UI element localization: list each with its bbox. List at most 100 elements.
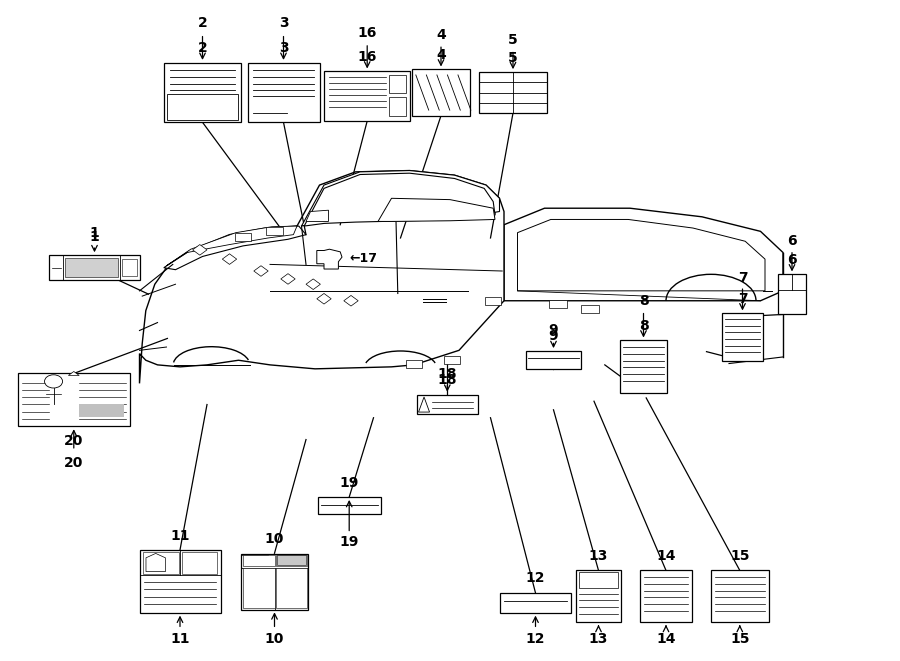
- Text: 12: 12: [526, 632, 545, 646]
- Polygon shape: [140, 171, 504, 383]
- Text: 19: 19: [339, 535, 359, 549]
- Text: 13: 13: [589, 549, 608, 563]
- Bar: [722, 313, 763, 361]
- Polygon shape: [344, 295, 358, 306]
- Polygon shape: [146, 553, 166, 572]
- Bar: [248, 63, 320, 122]
- Bar: [167, 94, 238, 120]
- Text: 9: 9: [549, 323, 558, 338]
- Bar: [235, 233, 251, 241]
- Text: 12: 12: [526, 571, 545, 586]
- Text: 15: 15: [730, 632, 750, 646]
- Polygon shape: [166, 226, 297, 266]
- Text: 2: 2: [198, 16, 207, 30]
- Polygon shape: [254, 266, 268, 276]
- Bar: [580, 305, 598, 313]
- Polygon shape: [302, 171, 500, 226]
- Bar: [485, 297, 501, 305]
- Bar: [444, 356, 460, 364]
- Polygon shape: [68, 371, 79, 375]
- Polygon shape: [306, 210, 328, 221]
- Circle shape: [45, 375, 63, 388]
- Text: 16: 16: [357, 50, 377, 63]
- Bar: [243, 568, 274, 608]
- Text: 5: 5: [508, 32, 518, 47]
- Bar: [50, 255, 140, 280]
- Text: 4: 4: [436, 28, 446, 42]
- Text: 7: 7: [738, 292, 747, 306]
- Text: 1: 1: [90, 225, 99, 240]
- Text: 19: 19: [339, 476, 359, 490]
- Polygon shape: [504, 208, 783, 301]
- Text: 15: 15: [730, 549, 750, 563]
- Text: 13: 13: [589, 632, 608, 646]
- Bar: [241, 554, 308, 609]
- Bar: [276, 555, 307, 566]
- Text: 16: 16: [357, 26, 377, 40]
- Polygon shape: [317, 293, 331, 304]
- Text: 1: 1: [90, 229, 99, 244]
- Bar: [500, 593, 571, 613]
- Bar: [576, 570, 621, 622]
- Polygon shape: [281, 274, 295, 284]
- Text: 8: 8: [639, 293, 648, 308]
- Text: 9: 9: [549, 329, 558, 344]
- Text: 2: 2: [198, 41, 207, 56]
- Text: 20: 20: [64, 455, 84, 470]
- Polygon shape: [164, 226, 306, 270]
- Text: 18: 18: [437, 373, 457, 387]
- Text: 3: 3: [279, 16, 288, 30]
- Bar: [389, 97, 406, 116]
- Bar: [266, 227, 283, 235]
- Polygon shape: [378, 198, 495, 221]
- Bar: [640, 570, 692, 622]
- Polygon shape: [518, 219, 765, 291]
- Polygon shape: [306, 279, 320, 290]
- Bar: [65, 258, 118, 277]
- Bar: [79, 404, 124, 417]
- Text: 6: 6: [788, 253, 796, 267]
- Text: 14: 14: [656, 632, 676, 646]
- Text: 5: 5: [508, 50, 518, 65]
- Polygon shape: [193, 245, 207, 255]
- Bar: [406, 360, 422, 368]
- Bar: [164, 63, 241, 122]
- Bar: [143, 552, 179, 574]
- Bar: [389, 75, 406, 93]
- Bar: [579, 572, 618, 588]
- Text: 7: 7: [738, 270, 747, 285]
- Polygon shape: [222, 254, 237, 264]
- Text: 8: 8: [639, 319, 648, 333]
- Text: 20: 20: [64, 434, 84, 448]
- Bar: [778, 274, 806, 314]
- Bar: [243, 555, 274, 566]
- Bar: [549, 300, 567, 308]
- Text: 11: 11: [170, 632, 190, 646]
- Text: 10: 10: [265, 532, 284, 546]
- Text: ←17: ←17: [349, 252, 377, 265]
- Text: 4: 4: [436, 48, 446, 62]
- Bar: [711, 570, 769, 622]
- Bar: [18, 373, 130, 426]
- Polygon shape: [317, 249, 342, 269]
- Polygon shape: [304, 173, 495, 226]
- Text: 14: 14: [656, 549, 676, 563]
- Bar: [417, 395, 478, 414]
- Bar: [140, 550, 220, 613]
- Polygon shape: [418, 397, 429, 412]
- Bar: [620, 340, 667, 393]
- Bar: [182, 552, 217, 574]
- Text: 18: 18: [437, 367, 457, 381]
- Bar: [412, 69, 470, 116]
- Bar: [324, 71, 410, 121]
- Bar: [122, 259, 137, 276]
- Bar: [318, 497, 381, 514]
- Text: 10: 10: [265, 632, 284, 646]
- Text: 6: 6: [788, 234, 796, 249]
- Bar: [276, 568, 307, 608]
- Text: 3: 3: [279, 41, 288, 56]
- Bar: [526, 351, 581, 369]
- Bar: [277, 555, 306, 565]
- Text: 11: 11: [170, 529, 190, 543]
- Bar: [479, 72, 547, 113]
